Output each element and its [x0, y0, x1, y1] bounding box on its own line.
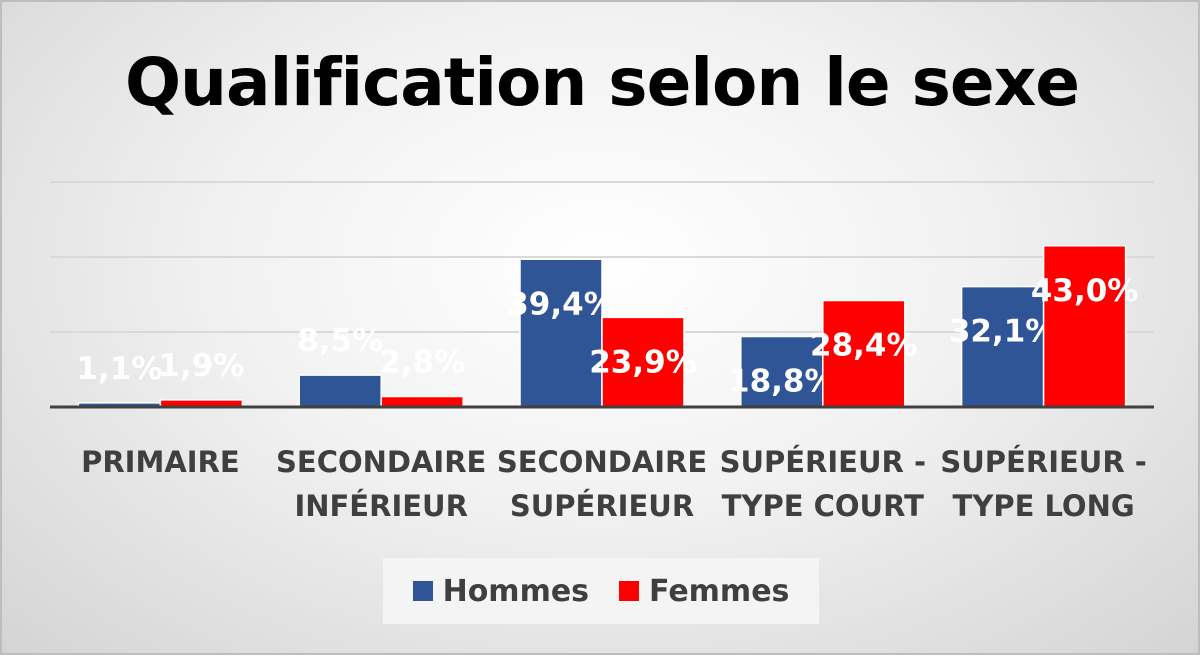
category-label: SUPÉRIEUR -TYPE LONG [940, 445, 1146, 523]
bar-hommes [519, 258, 603, 408]
data-label-femmes: 2,8% [379, 345, 465, 381]
bar-hommes [960, 285, 1045, 408]
legend-label-femmes: Femmes [649, 573, 790, 609]
bar-femmes [1042, 245, 1127, 408]
legend: Hommes Femmes [383, 558, 819, 624]
category-label: SUPÉRIEUR -TYPE COURT [720, 445, 926, 523]
data-label-femmes: 23,9% [589, 344, 697, 380]
legend-item-femmes: Femmes [619, 574, 789, 609]
bar-hommes [740, 335, 824, 408]
data-label-femmes: 28,4% [810, 328, 918, 364]
bar-femmes [380, 395, 464, 408]
data-label-femmes: 1,9% [158, 348, 244, 384]
legend-item-hommes: Hommes [412, 573, 590, 609]
data-label-hommes: 18,8% [728, 364, 836, 400]
data-label-hommes: 8,5% [297, 323, 383, 359]
legend-swatch-femmes [619, 581, 640, 601]
data-label-femmes: 43,0% [1031, 273, 1139, 309]
category-label: SECONDAIRE SUPÉRIEUR [497, 445, 707, 523]
data-label-hommes: 39,4% [507, 286, 615, 322]
chart-title: Qualification selon le sexe [124, 44, 1080, 121]
data-label-hommes: 1,1% [76, 351, 162, 387]
bar-femmes [601, 316, 685, 408]
category-label: SECONDAIRE INFÉRIEUR [276, 445, 486, 523]
legend-label-hommes: Hommes [442, 573, 590, 609]
category-label: PRIMAIRE [81, 445, 240, 479]
bar-hommes [298, 374, 382, 408]
bar-femmes [822, 299, 906, 408]
data-label-hommes: 32,1% [949, 314, 1057, 350]
legend-swatch-hommes [412, 581, 433, 601]
